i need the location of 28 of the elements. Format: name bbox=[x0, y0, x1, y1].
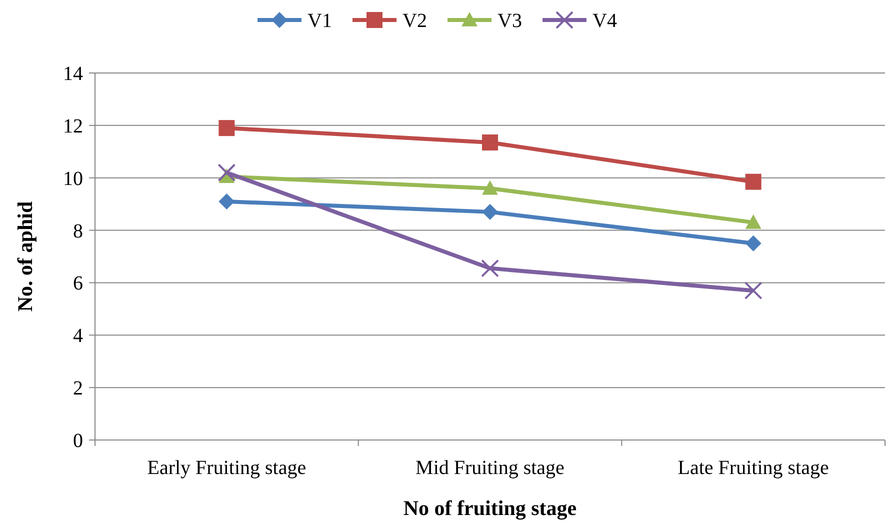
x-axis-title: No of fruiting stage bbox=[403, 496, 577, 520]
y-axis-title: No. of aphid bbox=[13, 201, 37, 312]
point bbox=[745, 235, 762, 252]
point bbox=[482, 180, 498, 195]
x-tick-label: Mid Fruiting stage bbox=[416, 457, 565, 479]
point bbox=[745, 214, 762, 229]
point bbox=[218, 193, 235, 210]
point bbox=[481, 259, 499, 278]
y-tick-label: 12 bbox=[63, 115, 83, 138]
y-tick-label: 4 bbox=[73, 325, 83, 348]
point bbox=[482, 204, 498, 220]
y-tick-label: 10 bbox=[63, 168, 83, 190]
x-tick-label: Early Fruiting stage bbox=[147, 457, 306, 479]
x-tick-label: Late Fruiting stage bbox=[678, 457, 829, 479]
point bbox=[218, 120, 235, 136]
legend-label: V3 bbox=[498, 10, 522, 32]
legend-label: V4 bbox=[592, 10, 617, 32]
y-tick-label: 8 bbox=[73, 220, 83, 242]
y-tick-label: 2 bbox=[73, 378, 83, 400]
y-tick-label: 14 bbox=[63, 63, 83, 85]
legend-label: V1 bbox=[308, 10, 332, 32]
point bbox=[744, 282, 762, 300]
point bbox=[482, 134, 498, 150]
y-tick-label: 0 bbox=[73, 430, 83, 452]
point bbox=[218, 164, 236, 182]
legend-label: V2 bbox=[402, 10, 427, 32]
y-tick-label: 6 bbox=[73, 272, 83, 295]
point bbox=[745, 174, 762, 190]
